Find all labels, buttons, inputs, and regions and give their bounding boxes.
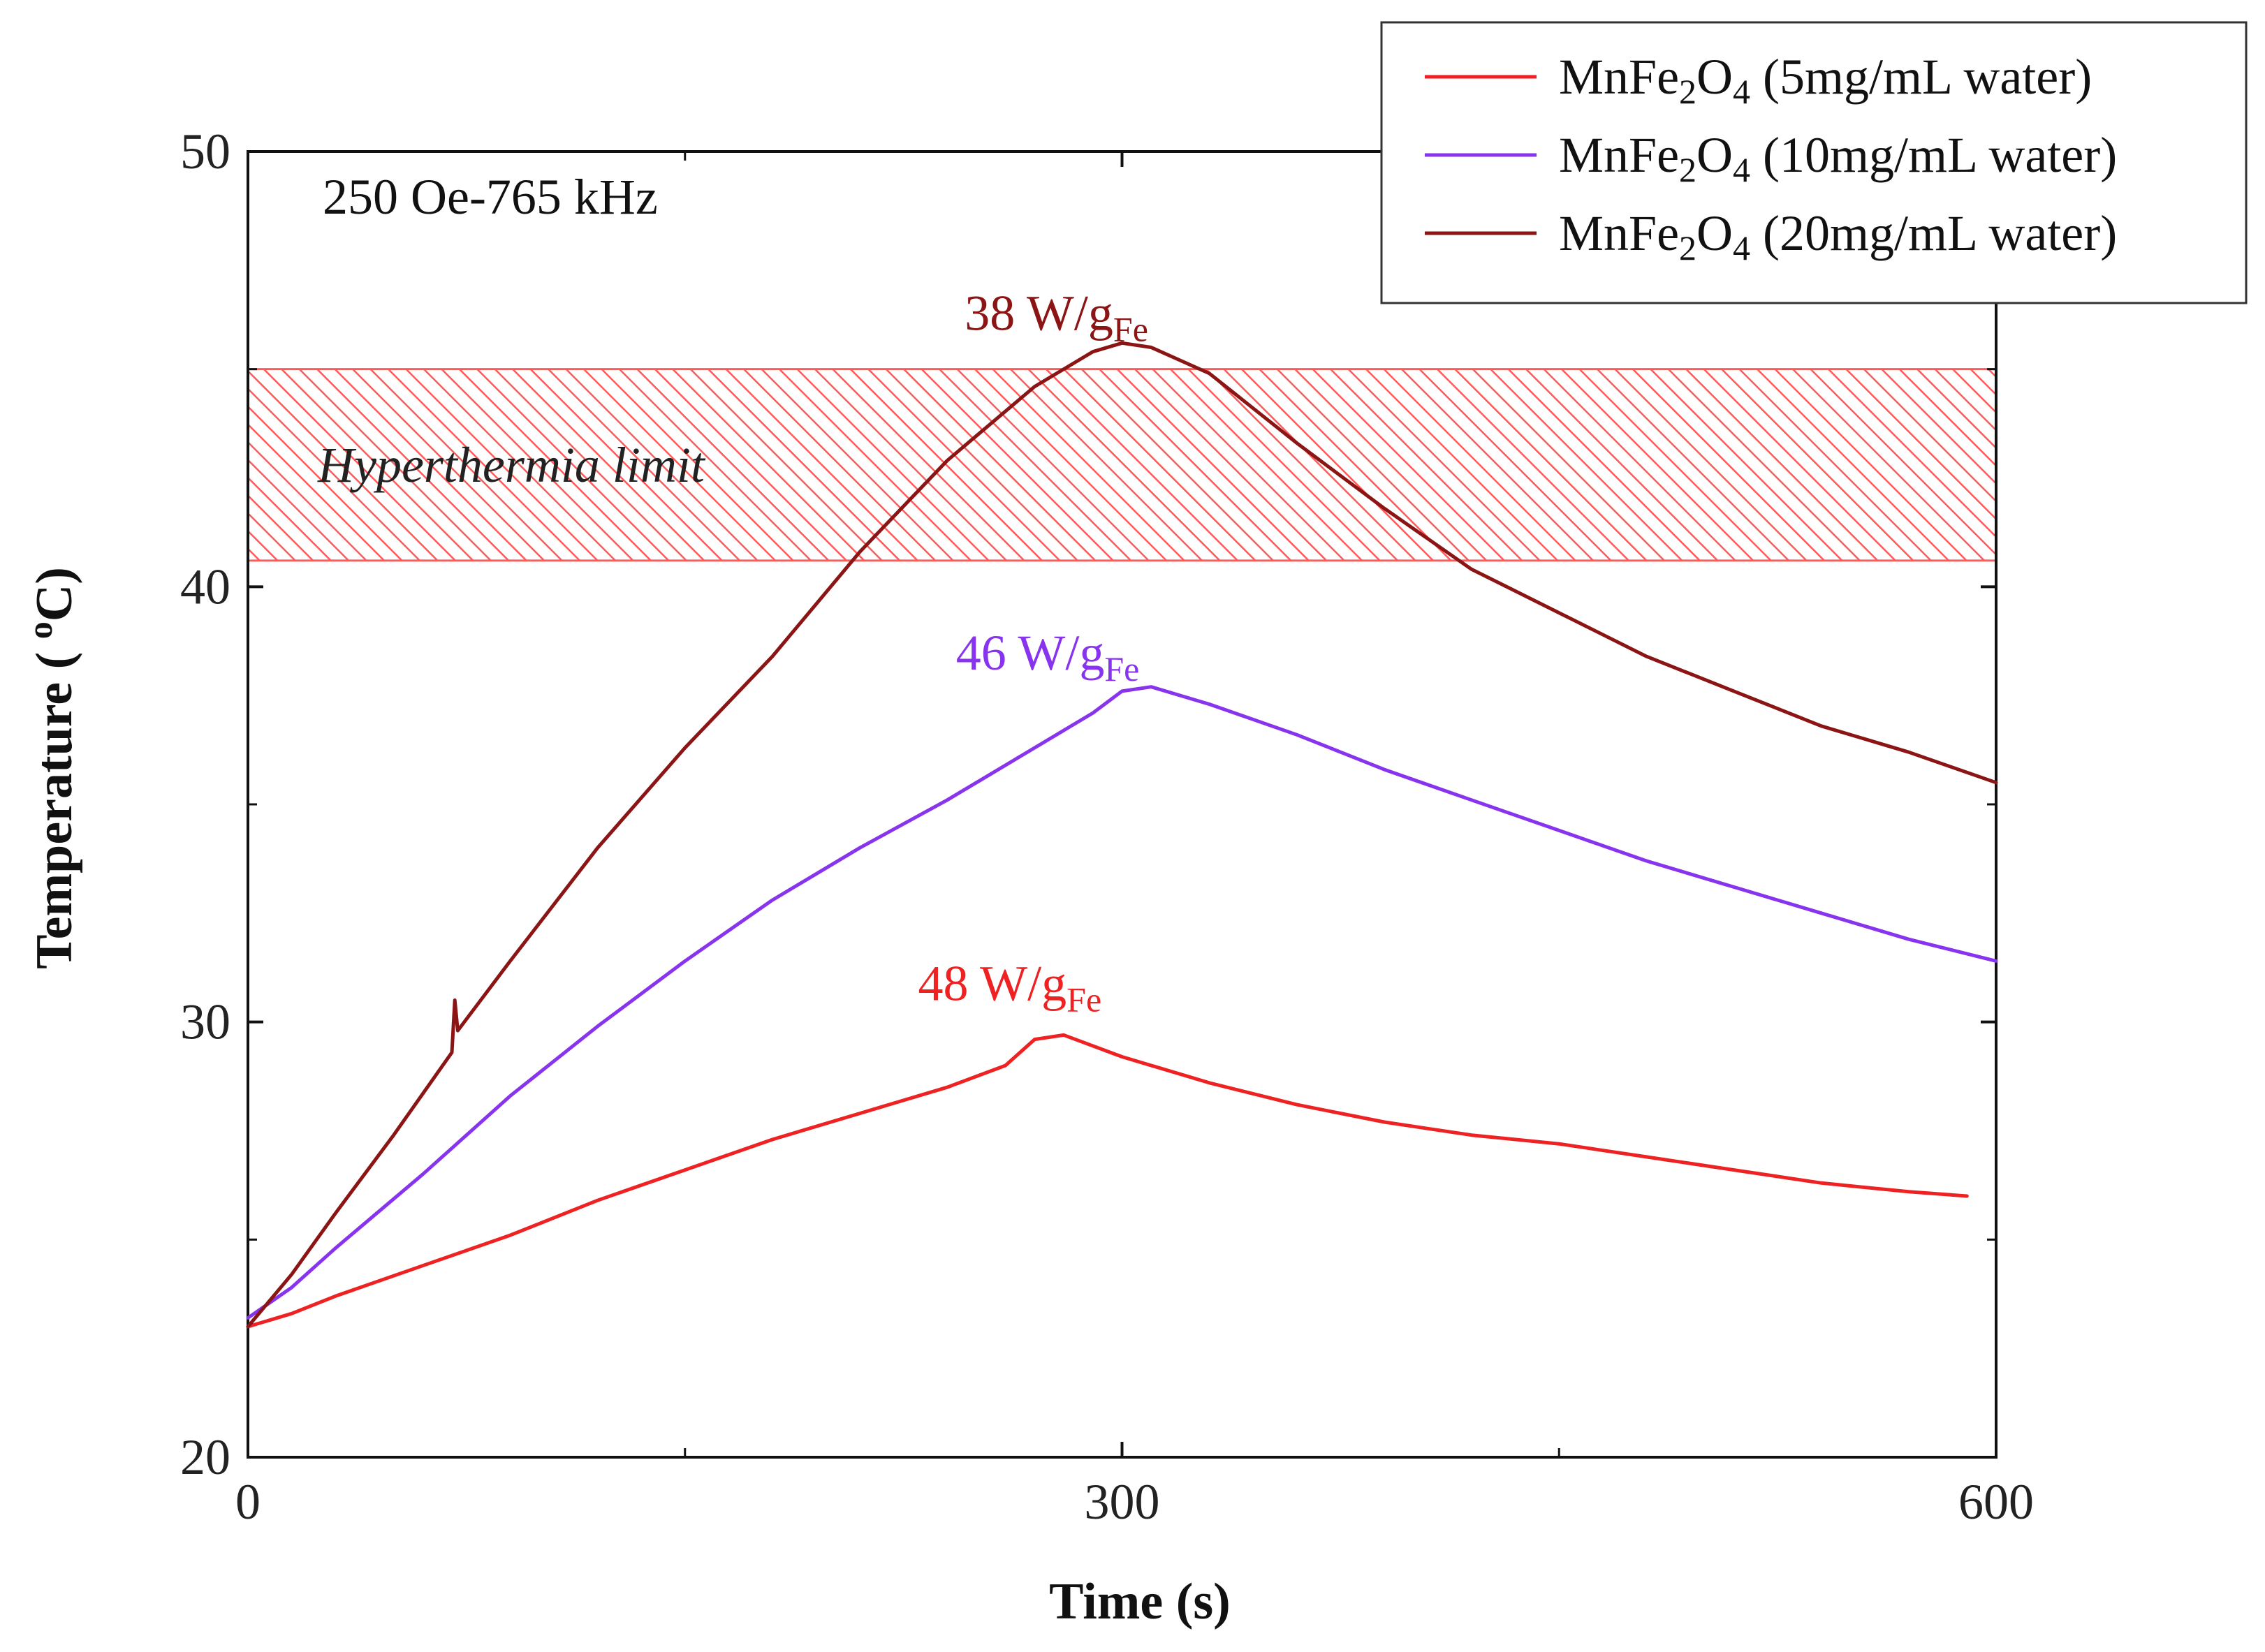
y-axis-title-sup: o (20, 621, 59, 639)
legend-formula-mid: O (1696, 127, 1733, 183)
legend-condition: (20mg/mL water) (1750, 205, 2117, 261)
x-tick-label: 0 (235, 1474, 261, 1530)
legend-label-2: MnFe2O4 (10mg/mL water) (1559, 127, 2117, 189)
axis-ticks (247, 150, 1998, 1459)
axis-tick-labels: 0 300 600 20 30 40 50 (180, 124, 2034, 1530)
x-axis-title: Time (s) (1049, 1573, 1231, 1630)
y-tick-label: 40 (180, 559, 230, 614)
series-line-3 (246, 341, 1998, 1329)
series-line-1 (246, 1033, 1969, 1329)
legend-label-1: MnFe2O4 (5mg/mL water) (1559, 49, 2092, 111)
x-tick-label: 300 (1085, 1474, 1160, 1530)
series-annotation-3: 38 W/gFe (965, 286, 1148, 349)
legend: MnFe2O4 (5mg/mL water)MnFe2O4 (10mg/mL w… (1380, 21, 2248, 304)
x-tick-label: 600 (1958, 1474, 2034, 1530)
hyperthermia-band-label: Hyperthermia limit (317, 437, 706, 493)
y-axis-title-end: C) (26, 567, 83, 621)
annotation-sub: Fe (1113, 310, 1148, 349)
series-line-2 (246, 685, 1998, 1320)
annotation-main: 38 W/g (965, 286, 1113, 341)
legend-condition: (5mg/mL water) (1750, 49, 2092, 105)
legend-formula-mid: O (1696, 205, 1733, 261)
legend-formula-sub: 4 (1733, 150, 1750, 189)
series-annotation-2: 46 W/gFe (956, 625, 1140, 688)
annotation-sub: Fe (1104, 649, 1139, 688)
legend-formula-sub: 2 (1679, 150, 1696, 189)
y-axis-title: Temperature ( oC) (20, 567, 83, 969)
legend-formula-sub: 4 (1733, 72, 1750, 111)
legend-formula-sub: 2 (1679, 72, 1696, 111)
condition-label: 250 Oe-765 kHz (323, 169, 658, 225)
legend-formula-main: MnFe (1559, 205, 1679, 261)
y-tick-label: 30 (180, 994, 230, 1050)
legend-formula-sub: 2 (1679, 228, 1696, 267)
series-group (246, 341, 1998, 1329)
annotation-main: 46 W/g (956, 625, 1105, 681)
legend-formula-sub: 4 (1733, 228, 1750, 267)
hyperthermia-band (249, 369, 1995, 561)
legend-formula-mid: O (1696, 49, 1733, 105)
legend-formula-main: MnFe (1559, 127, 1679, 183)
y-tick-label: 20 (180, 1429, 230, 1485)
legend-formula-main: MnFe (1559, 49, 1679, 105)
annotation-sub: Fe (1066, 980, 1101, 1019)
y-tick-label: 50 (180, 124, 230, 179)
series-annotation-1: 48 W/gFe (918, 956, 1101, 1019)
y-axis-title-main: Temperature ( (26, 639, 83, 969)
legend-label-3: MnFe2O4 (20mg/mL water) (1559, 205, 2117, 267)
annotation-main: 48 W/g (918, 956, 1066, 1012)
legend-condition: (10mg/mL water) (1750, 127, 2117, 183)
legend-box (1380, 21, 2248, 304)
